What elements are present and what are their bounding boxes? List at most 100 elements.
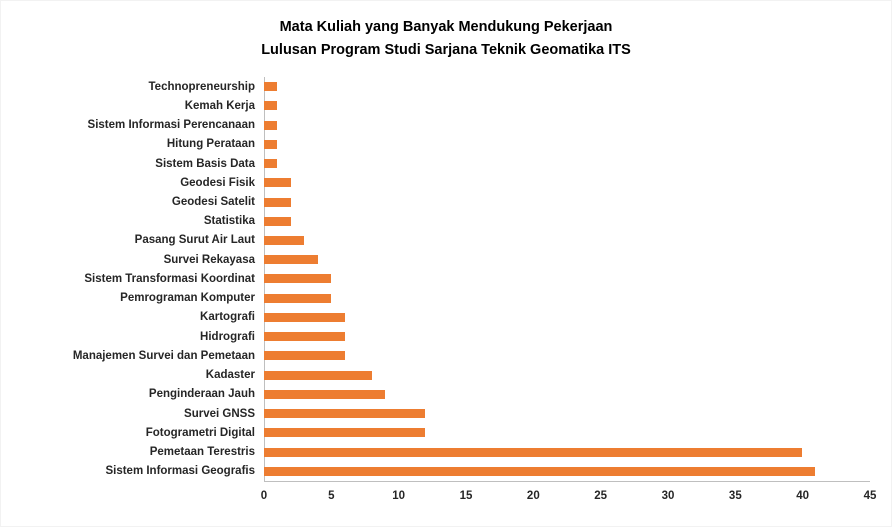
bar	[264, 120, 278, 130]
x-tick-label: 5	[328, 490, 335, 502]
category-label: Penginderaan Jauh	[148, 388, 255, 401]
bar	[264, 293, 332, 303]
bar	[264, 389, 385, 399]
bar	[264, 139, 278, 149]
bar-track	[264, 135, 869, 154]
chart-row: Manajemen Survei dan Pemetaan	[11, 346, 869, 365]
bar-track	[264, 212, 869, 231]
bar	[264, 428, 426, 438]
bar	[264, 101, 278, 111]
category-label: Kemah Kerja	[184, 99, 255, 112]
category-label: Sistem Informasi Perencanaan	[87, 119, 255, 132]
chart-row: Kartografi	[11, 308, 869, 327]
chart-row: Penginderaan Jauh	[11, 385, 869, 404]
category-label: Survei GNSS	[184, 407, 255, 420]
bar	[264, 274, 332, 284]
bar	[264, 197, 291, 207]
bar-track	[264, 385, 869, 404]
chart-title-line2: Lulusan Program Studi Sarjana Teknik Geo…	[261, 42, 631, 59]
chart-row: Sistem Informasi Perencanaan	[11, 115, 869, 134]
bar	[264, 370, 372, 380]
bar-track	[264, 327, 869, 346]
chart-row: Pemrograman Komputer	[11, 289, 869, 308]
bar-track	[264, 115, 869, 134]
bar	[264, 332, 345, 342]
category-label: Technopreneurship	[148, 80, 256, 93]
category-label: Sistem Informasi Geografis	[105, 465, 255, 478]
bar-track	[264, 250, 869, 269]
category-label: Hidrografi	[200, 330, 255, 343]
bar-track	[264, 231, 869, 250]
category-label: Sistem Basis Data	[155, 157, 255, 170]
bar-track	[264, 192, 869, 211]
x-tick-label: 30	[661, 490, 675, 502]
chart-row: Geodesi Fisik	[11, 173, 869, 192]
chart-row: Sistem Informasi Geografis	[11, 462, 869, 481]
bar-track	[264, 269, 869, 288]
bar	[264, 178, 291, 188]
category-label: Fotogrametri Digital	[145, 426, 255, 439]
bar-track	[264, 366, 869, 385]
x-axis: 0 5 10 15 20 25 30 35 40 45	[260, 490, 877, 506]
x-tick-label: 0	[260, 490, 268, 502]
x-tick-label: 15	[459, 490, 473, 502]
bar-track	[264, 442, 869, 461]
bar-track	[264, 96, 869, 115]
x-tick-label: 10	[392, 490, 406, 502]
chart-title: Mata Kuliah yang Banyak Mendukung Pekerj…	[1, 16, 891, 62]
category-label: Geodesi Fisik	[180, 176, 255, 189]
bar	[264, 409, 426, 419]
chart-title-line1: Mata Kuliah yang Banyak Mendukung Pekerj…	[279, 19, 613, 35]
x-tick-label: 20	[526, 490, 540, 502]
category-label: Survei Rekayasa	[163, 253, 255, 266]
chart-row: Technopreneurship	[11, 77, 869, 96]
category-label: Pemrograman Komputer	[120, 292, 255, 305]
chart-row: Survei Rekayasa	[11, 250, 869, 269]
category-label: Statistika	[203, 215, 255, 228]
bar-track	[264, 77, 869, 96]
x-tick-label: 40	[796, 490, 810, 502]
value-axis-line	[264, 481, 870, 482]
x-tick-label: 35	[728, 490, 742, 502]
bar-track	[264, 462, 869, 481]
bar	[264, 351, 345, 361]
chart-row: Pemetaan Terestris	[11, 442, 869, 461]
category-label: Kadaster	[205, 369, 255, 382]
rows: Technopreneurship Kemah Kerja Sistem Infor…	[11, 77, 869, 481]
bar-track	[264, 308, 869, 327]
category-label: Kartografi	[200, 311, 255, 324]
chart-row: Hitung Perataan	[11, 135, 869, 154]
bar	[264, 216, 291, 226]
chart-row: Geodesi Satelit	[11, 192, 869, 211]
bar	[264, 466, 816, 476]
x-tick-label: 45	[863, 490, 877, 502]
chart-row: Sistem Transformasi Koordinat	[11, 269, 869, 288]
bar	[264, 447, 802, 457]
category-label: Manajemen Survei dan Pemetaan	[72, 349, 255, 362]
bar	[264, 235, 305, 245]
chart-row: Pasang Surut Air Laut	[11, 231, 869, 250]
chart-row: Survei GNSS	[11, 404, 869, 423]
category-label: Hitung Perataan	[166, 138, 255, 151]
category-label: Geodesi Satelit	[171, 196, 255, 209]
bar-track	[264, 289, 869, 308]
chart-row: Sistem Basis Data	[11, 154, 869, 173]
chart-row: Fotogrametri Digital	[11, 423, 869, 442]
bar	[264, 312, 345, 322]
chart-row: Hidrografi	[11, 327, 869, 346]
bar	[264, 159, 278, 169]
category-label: Sistem Transformasi Koordinat	[84, 272, 255, 285]
chart-row: Statistika	[11, 212, 869, 231]
bar-track	[264, 154, 869, 173]
category-label: Pemetaan Terestris	[149, 446, 255, 459]
bar-track	[264, 346, 869, 365]
x-tick-label: 25	[594, 490, 608, 502]
chart-row: Kadaster	[11, 366, 869, 385]
chart-row: Kemah Kerja	[11, 96, 869, 115]
bar-track	[264, 173, 869, 192]
category-label: Pasang Surut Air Laut	[134, 234, 255, 247]
bar	[264, 82, 278, 92]
bar	[264, 255, 318, 265]
bar-track	[264, 404, 869, 423]
